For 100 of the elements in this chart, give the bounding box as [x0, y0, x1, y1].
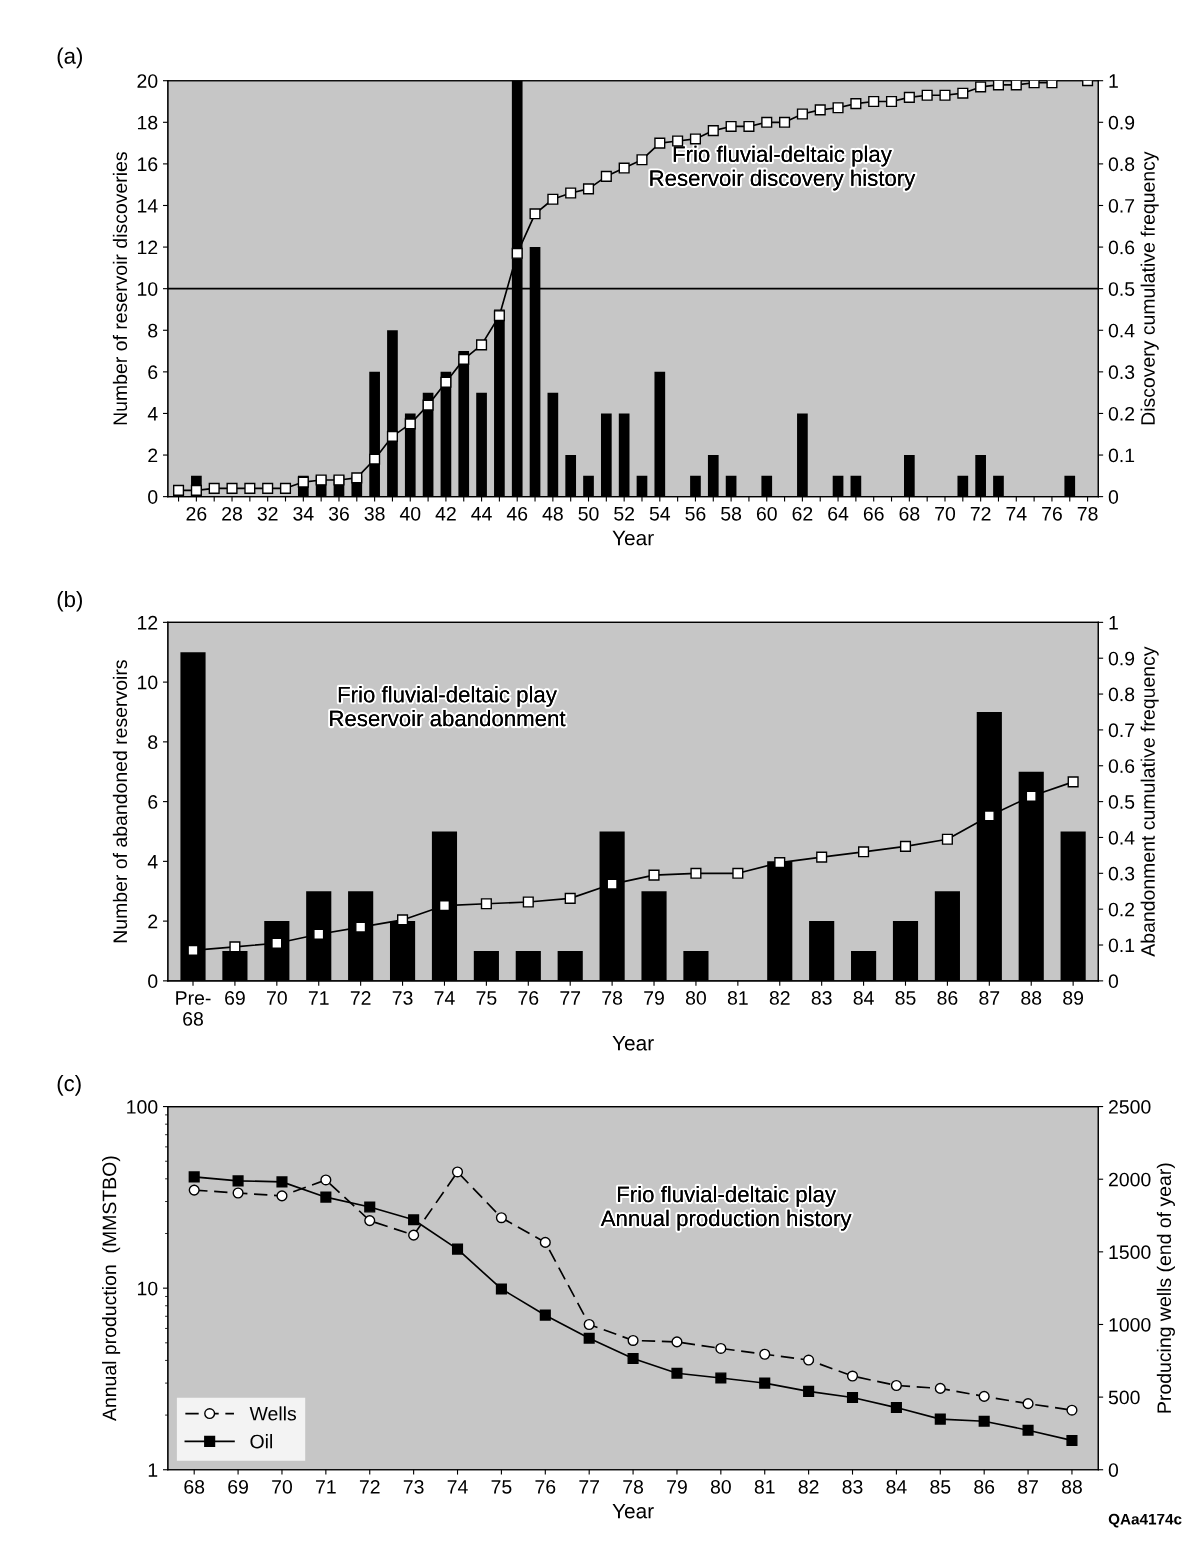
x-tick-label: 62 — [792, 506, 813, 521]
y2-tick-label: 0.3 — [1108, 866, 1135, 881]
x-tick-label: 66 — [863, 506, 884, 521]
point — [262, 482, 274, 494]
point — [564, 892, 576, 904]
point — [404, 418, 416, 430]
point — [1067, 776, 1079, 788]
point — [868, 95, 880, 108]
y2-tick-label: 0.6 — [1108, 759, 1135, 773]
point — [495, 1283, 507, 1295]
y-tick-label: 18 — [137, 115, 158, 130]
point — [351, 472, 363, 484]
point — [422, 399, 434, 411]
y2-tick-label: 0.9 — [1108, 115, 1135, 130]
x-tick-label: 84 — [886, 1479, 907, 1494]
text: (b) — [57, 590, 82, 612]
y-tick-label: 16 — [137, 157, 158, 172]
x-tick-label: 44 — [471, 507, 492, 521]
x-tick-label: 72 — [970, 506, 991, 521]
y2-tick-label: 0.8 — [1108, 687, 1135, 702]
x-tick-label: 82 — [769, 991, 790, 1005]
y-tick-label: 4 — [147, 407, 158, 421]
point — [582, 183, 595, 195]
point — [832, 102, 844, 114]
point — [244, 482, 256, 494]
x-tick-label: 89 — [1063, 991, 1084, 1005]
x-tick-label: 78 — [623, 1479, 644, 1494]
point — [903, 91, 915, 103]
y-tick-label: 10 — [137, 675, 158, 690]
x-tick-label: 75 — [491, 1480, 512, 1494]
y2-tick-label: 0.6 — [1108, 240, 1135, 255]
point — [440, 376, 452, 388]
point — [364, 1201, 376, 1213]
y-tick-label: 8 — [148, 735, 158, 750]
point — [232, 1175, 244, 1187]
x-tick-label: 78 — [602, 991, 623, 1005]
point — [1046, 80, 1058, 89]
point — [600, 170, 612, 182]
y-tick-label: 12 — [137, 240, 158, 255]
x-tick-label: 73 — [392, 991, 413, 1005]
x-axis-title: Year — [612, 1035, 654, 1051]
point — [511, 247, 523, 259]
point — [1022, 1424, 1034, 1436]
point — [715, 1372, 727, 1384]
point — [627, 1352, 639, 1365]
text: Frio fluvial-deltaic play Reservoir abandonment — [330, 686, 566, 727]
y2-tick-label: 0.7 — [1108, 198, 1135, 213]
x-tick-label: 74 — [447, 1480, 468, 1494]
point — [297, 476, 309, 488]
point — [451, 1243, 464, 1255]
x-tick-label: 48 — [542, 506, 563, 521]
x-tick-label: 54 — [649, 507, 671, 521]
x-tick-label: 69 — [228, 1479, 248, 1494]
point — [957, 87, 969, 99]
x-tick-label: 81 — [727, 991, 748, 1005]
y2-tick-label: 0.7 — [1108, 723, 1135, 738]
point — [671, 1367, 683, 1379]
point — [648, 869, 660, 881]
y-axis-title: Number of reservoir discoveries — [112, 152, 128, 425]
point — [707, 125, 719, 137]
y-tick-label: 0 — [148, 974, 158, 989]
point — [689, 133, 702, 145]
point — [978, 1415, 990, 1427]
x-tick-label: 87 — [979, 991, 1000, 1005]
point — [539, 1309, 551, 1321]
y2-tick-label: 0.1 — [1108, 938, 1135, 953]
point — [408, 1214, 420, 1226]
point — [899, 840, 912, 852]
point — [188, 1171, 200, 1183]
x-tick-label: 86 — [974, 1479, 995, 1494]
point — [480, 898, 492, 910]
point — [172, 484, 185, 496]
point — [320, 1191, 332, 1203]
y-tick-label: 100 — [127, 1100, 158, 1114]
point — [690, 867, 702, 879]
x-tick-label: 72 — [350, 991, 371, 1005]
point — [1028, 80, 1040, 89]
y-tick-label: 10 — [137, 1281, 158, 1296]
point — [1066, 1434, 1078, 1447]
y2-tick-label: 1 — [1109, 74, 1118, 88]
x-tick-label: 64 — [828, 506, 849, 521]
point — [529, 208, 541, 220]
text: Frio fluvial-deltaic play Reservoir discovery history — [650, 145, 916, 191]
y2-tick-label: 500 — [1108, 1390, 1140, 1405]
x-tick-label: 79 — [667, 1479, 687, 1494]
x-tick-label: 70 — [267, 991, 287, 1005]
x-tick-label: 40 — [399, 506, 421, 521]
point — [369, 453, 381, 465]
x-tick-label: 46 — [506, 506, 528, 521]
y-axis-title: Annual production (MMSTBO) — [102, 1156, 121, 1422]
point — [493, 310, 505, 322]
y2-tick-label: 0.1 — [1108, 448, 1135, 463]
x-tick-label: 74 — [434, 991, 455, 1005]
x-tick-label: 71 — [308, 991, 329, 1005]
y-tick-label: 6 — [148, 795, 158, 809]
x-tick-label: 76 — [535, 1479, 556, 1494]
x-tick-label: 26 — [186, 506, 207, 521]
x-tick-label: 70 — [935, 506, 956, 521]
x-tick-label: 68 — [899, 506, 920, 521]
x-tick-label: 38 — [364, 506, 385, 521]
